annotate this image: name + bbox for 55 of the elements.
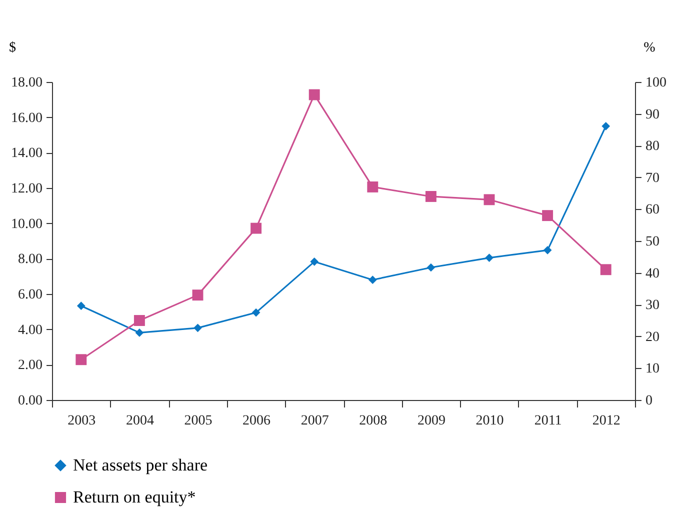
legend-label: Return on equity* <box>73 488 196 506</box>
point <box>76 302 86 310</box>
point <box>425 191 436 202</box>
point <box>543 246 552 254</box>
x-tick-label: 2012 <box>592 414 620 428</box>
y2-tick-label: 100 <box>646 76 666 90</box>
point <box>194 324 202 332</box>
x-tick-label: 2011 <box>534 414 562 428</box>
point <box>600 264 612 276</box>
point <box>192 290 204 301</box>
point <box>76 354 87 366</box>
point <box>252 308 260 317</box>
x-tick-label: 2005 <box>184 414 212 428</box>
x-tick-label: 2004 <box>126 414 154 428</box>
y2-tick-label: 10 <box>646 362 660 377</box>
y2-tick-label: 90 <box>646 107 660 122</box>
point <box>602 122 610 130</box>
y-axis-title: $ <box>9 40 16 56</box>
x-tick-label: 2008 <box>359 414 388 428</box>
x-tick-label: 2007 <box>300 414 329 428</box>
y-tick-label: 10.00 <box>11 216 42 232</box>
point <box>484 194 495 206</box>
y2-tick-label: 60 <box>646 202 660 218</box>
point <box>134 315 145 326</box>
y2-tick-label: 80 <box>646 139 660 154</box>
y2-axis-title: % <box>644 40 656 56</box>
point <box>310 257 319 266</box>
y-tick-label: 0.00 <box>18 394 42 408</box>
x-tick-label: 2006 <box>242 414 271 428</box>
x-tick-label: 2003 <box>68 414 96 428</box>
y-tick-label: 2.00 <box>18 358 42 374</box>
y-tick-label: 14.00 <box>11 146 42 162</box>
y-tick-label: 4.00 <box>18 322 42 338</box>
point <box>308 89 320 100</box>
y-tick-label: 8.00 <box>18 252 42 268</box>
point <box>368 276 377 284</box>
point <box>250 222 262 234</box>
point <box>367 181 378 192</box>
point <box>135 328 144 337</box>
y-tick-label: 16.00 <box>11 110 42 126</box>
point <box>542 210 554 222</box>
y-tick-label: 6.00 <box>18 288 42 302</box>
point <box>426 263 436 272</box>
legend-label: Net assets per share <box>73 456 208 474</box>
y2-tick-label: 20 <box>646 330 660 345</box>
y2-tick-label: 70 <box>646 170 660 186</box>
point <box>485 254 494 262</box>
y2-tick-label: 40 <box>646 266 660 282</box>
x-tick-label: 2009 <box>417 414 446 428</box>
x-tick-label: 2010 <box>476 414 504 428</box>
y2-tick-label: 50 <box>646 234 660 250</box>
y2-tick-label: 0 <box>646 394 652 408</box>
y2-tick-label: 30 <box>646 298 660 314</box>
y-tick-label: 12.00 <box>11 182 42 196</box>
y-tick-label: 18.00 <box>11 76 42 90</box>
